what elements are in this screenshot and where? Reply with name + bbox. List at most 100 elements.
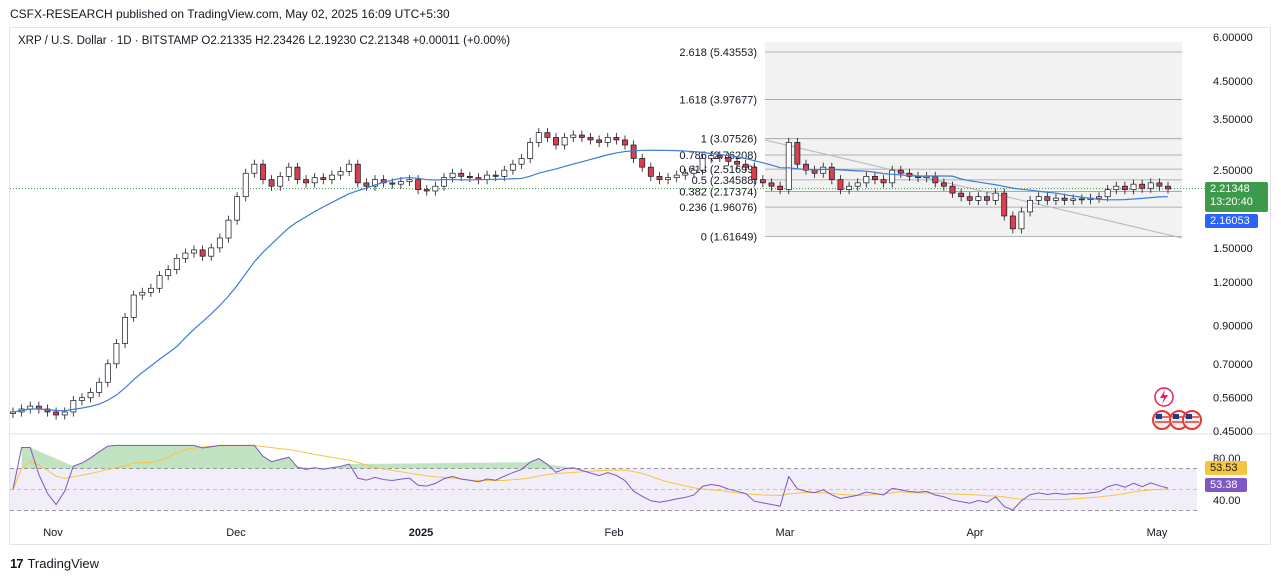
time-axis-tick: Mar xyxy=(776,527,795,539)
candle-body xyxy=(863,176,870,184)
candle-body xyxy=(699,158,706,171)
fib-level-label: 0.618 (2.51699) xyxy=(679,164,757,176)
candle-body xyxy=(647,166,654,177)
candle-body xyxy=(742,163,749,168)
fib-level-label: 0.5 (2.34588) xyxy=(692,175,757,187)
lightning-icon[interactable] xyxy=(1154,387,1174,407)
candle-body xyxy=(1130,183,1137,190)
time-axis-tick: Feb xyxy=(605,527,624,539)
candle-body xyxy=(354,163,361,184)
candle-body xyxy=(156,275,163,289)
candle-body xyxy=(1156,182,1163,187)
candle-body xyxy=(1147,182,1154,189)
candle-body xyxy=(458,172,465,177)
candle-body xyxy=(811,169,818,174)
candle-body xyxy=(346,163,353,172)
us-flag-icon[interactable] xyxy=(1152,410,1172,430)
candle-body xyxy=(880,179,887,184)
candle-body xyxy=(1018,211,1025,230)
candle-body xyxy=(828,166,835,180)
candle-body xyxy=(1027,200,1034,213)
candle-body xyxy=(406,179,413,182)
candle-body xyxy=(449,172,456,178)
candle-body xyxy=(165,269,172,276)
ohlc-close: C2.21348 xyxy=(359,35,410,47)
candle-body xyxy=(846,185,853,190)
rsi-overbought-fill xyxy=(21,445,574,469)
candle-body xyxy=(397,181,404,185)
candle-body xyxy=(578,134,585,138)
price-axis-tick: 4.50000 xyxy=(1213,76,1253,88)
candle-body xyxy=(173,258,180,270)
candle-body xyxy=(777,185,784,190)
candle-body xyxy=(199,249,206,257)
time-axis-tick: Apr xyxy=(966,527,983,539)
candle-body xyxy=(216,237,223,249)
ohlc-change: +0.00011 (+0.00%) xyxy=(412,35,511,47)
candle-body xyxy=(785,142,792,190)
candle-body xyxy=(303,179,309,184)
candle-body xyxy=(79,397,85,401)
candle-body xyxy=(553,137,559,146)
candle-body xyxy=(423,189,430,192)
candle-body xyxy=(1009,215,1016,230)
candle-body xyxy=(518,158,525,165)
candle-body xyxy=(139,291,146,296)
candle-body xyxy=(613,137,620,141)
candle-body xyxy=(294,166,301,180)
candle-body xyxy=(1070,198,1077,201)
chart-frame[interactable] xyxy=(9,27,1271,545)
tradingview-logo[interactable]: 17 TradingView xyxy=(10,556,99,571)
candle-body xyxy=(854,182,861,187)
candle-body xyxy=(527,142,534,159)
candle-body xyxy=(285,166,292,177)
ma-price-tag: 2.16053 xyxy=(1205,214,1258,228)
candle-body xyxy=(1104,189,1111,198)
candle-body xyxy=(260,163,266,180)
candle-body xyxy=(1165,185,1171,190)
candle-body xyxy=(484,174,491,180)
candle-body xyxy=(466,176,473,178)
candle-body xyxy=(665,177,672,180)
candle-body xyxy=(363,182,370,187)
event-icons[interactable] xyxy=(1152,387,1202,432)
candle-body xyxy=(1096,196,1102,199)
candle-body xyxy=(708,155,715,159)
candle-body xyxy=(958,192,965,198)
price-axis-tick: 0.45000 xyxy=(1213,426,1253,438)
candle-body xyxy=(268,179,275,187)
price-axis-tick: 2.50000 xyxy=(1213,165,1253,177)
candle-body xyxy=(1001,192,1008,217)
ma-price-value: 2.16053 xyxy=(1210,215,1250,227)
candle-body xyxy=(509,163,516,171)
time-axis-tick: Dec xyxy=(226,527,246,539)
candle-body xyxy=(803,163,809,171)
rsi-axis-tick: 40.00 xyxy=(1213,495,1241,507)
candle-body xyxy=(311,177,318,184)
symbol-name[interactable]: XRP / U.S. Dollar · 1D · BITSTAMP xyxy=(18,35,199,47)
us-flag-icon[interactable] xyxy=(1182,410,1202,430)
candle-body xyxy=(940,182,947,187)
candle-body xyxy=(113,343,120,365)
moving-average-line xyxy=(12,149,1169,413)
candle-body xyxy=(225,219,232,239)
candle-body xyxy=(897,169,904,174)
candle-body xyxy=(1053,197,1059,201)
candle-body xyxy=(596,139,603,143)
candle-body xyxy=(1139,183,1146,189)
candle-body xyxy=(372,179,378,187)
candle-body xyxy=(1078,198,1085,201)
fib-level-label: 0 (1.61649) xyxy=(701,231,757,243)
candle-body xyxy=(96,381,103,393)
candle-body xyxy=(1113,185,1120,190)
candle-body xyxy=(820,166,827,174)
candle-body xyxy=(656,176,663,180)
candle-body xyxy=(734,160,740,165)
candle-body xyxy=(992,192,999,201)
time-axis-tick: Nov xyxy=(43,527,63,539)
candle-body xyxy=(182,252,189,259)
candle-body xyxy=(277,176,284,187)
candle-body xyxy=(949,185,956,194)
candle-body xyxy=(87,392,94,399)
